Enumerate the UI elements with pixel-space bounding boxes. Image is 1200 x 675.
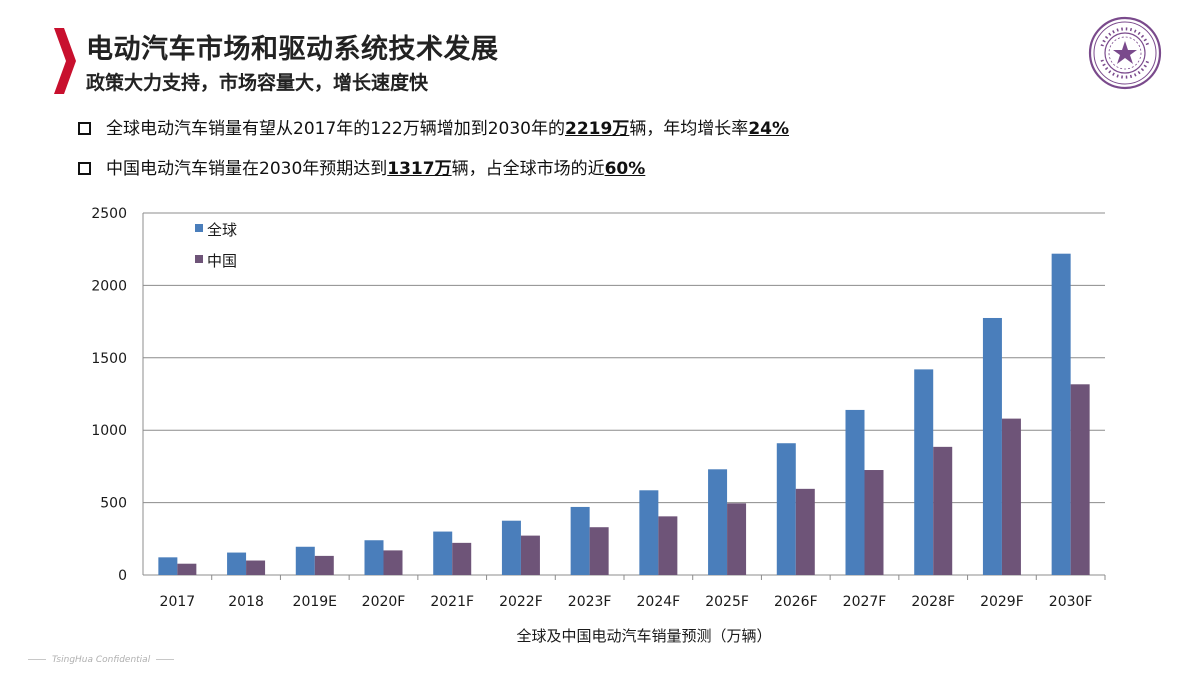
bar-global — [501, 520, 521, 575]
y-tick-label: 1000 — [91, 423, 127, 439]
x-axis-title: 全球及中国电动汽车销量预测（万辆） — [516, 627, 771, 645]
bullet-china-sales: 中国电动汽车销量在2030年预期达到1317万辆，占全球市场的近60% — [78, 154, 789, 194]
x-tick-label: 2017 — [160, 594, 196, 610]
footer-rule-left — [28, 659, 46, 660]
bar-global — [364, 540, 384, 575]
highlight-growth-rate: 24% — [748, 119, 790, 139]
bullet-global-sales: 全球电动汽车销量有望从2017年的122万辆增加到2030年的2219万辆，年均… — [78, 114, 789, 154]
bar-global — [845, 409, 865, 575]
bar-global — [1051, 253, 1071, 576]
bar-global — [158, 557, 178, 575]
bar-global — [570, 506, 590, 575]
x-tick-label: 2027F — [843, 594, 887, 610]
x-tick-label: 2022F — [499, 594, 543, 610]
bar-china — [452, 542, 472, 575]
x-tick-label: 2024F — [637, 594, 681, 610]
footer-rule-right — [156, 659, 175, 660]
y-tick-label: 500 — [100, 496, 127, 512]
highlight-china-sales: 1317万 — [387, 159, 452, 179]
bar-china — [1001, 418, 1021, 575]
bar-global — [776, 443, 796, 575]
bar-china — [314, 555, 334, 575]
bar-china — [246, 560, 266, 575]
x-tick-label: 2020F — [362, 594, 406, 610]
bar-global — [295, 546, 315, 575]
legend-label: 中国 — [207, 252, 237, 270]
bar-china — [1070, 384, 1090, 575]
footer: TsingHua Confidential — [22, 655, 180, 665]
bar-china — [727, 503, 747, 575]
bullet-text: 辆，年均增长率 — [629, 119, 749, 139]
university-seal-logo — [1088, 16, 1162, 90]
bullet-square-icon — [78, 122, 91, 135]
bar-china — [933, 446, 953, 575]
bar-china — [658, 516, 678, 575]
bar-china — [795, 488, 815, 575]
bar-china — [177, 563, 197, 575]
title-accent-chevron — [54, 28, 76, 94]
legend-label: 全球 — [207, 221, 237, 239]
footer-text: TsingHua Confidential — [52, 655, 151, 665]
page-title: 电动汽车市场和驱动系统技术发展 — [86, 34, 499, 65]
bar-global — [639, 490, 659, 575]
legend-swatch — [195, 224, 203, 232]
bar-global — [433, 531, 453, 575]
y-tick-label: 2000 — [91, 278, 127, 294]
x-tick-label: 2029F — [980, 594, 1024, 610]
y-tick-label: 0 — [118, 568, 127, 584]
x-tick-label: 2028F — [911, 594, 955, 610]
x-tick-label: 2018 — [228, 594, 264, 610]
bar-global — [914, 369, 934, 575]
bullet-list: 全球电动汽车销量有望从2017年的122万辆增加到2030年的2219万辆，年均… — [78, 114, 789, 194]
x-tick-label: 2019E — [293, 594, 337, 610]
x-tick-label: 2023F — [568, 594, 612, 610]
x-tick-label: 2026F — [774, 594, 818, 610]
legend-swatch — [195, 255, 203, 263]
highlight-china-share: 60% — [604, 159, 646, 179]
bar-global — [708, 469, 728, 575]
highlight-global-sales: 2219万 — [564, 119, 630, 139]
bullet-text: 全球电动汽车销量有望从2017年的122万辆增加到2030年的 — [106, 119, 565, 139]
bar-china — [864, 470, 884, 575]
x-tick-label: 2030F — [1049, 594, 1093, 610]
bullet-text: 中国电动汽车销量在2030年预期达到 — [106, 159, 388, 179]
ev-sales-bar-chart: 0 500 1000 1500 2000 2500 2017 2018 2019E 2020F 20… — [91, 206, 1106, 645]
bar-china — [589, 527, 609, 575]
x-tick-label: 2021F — [430, 594, 474, 610]
bar-global — [227, 552, 247, 575]
page-subtitle: 政策大力支持，市场容量大，增长速度快 — [86, 72, 429, 94]
x-tick-label: 2025F — [705, 594, 749, 610]
y-tick-label: 1500 — [91, 351, 127, 367]
bullet-text: 辆，占全球市场的近 — [451, 159, 605, 179]
bar-china — [520, 535, 540, 575]
bar-china — [383, 550, 403, 575]
bar-global — [982, 317, 1002, 575]
y-tick-label: 2500 — [91, 206, 127, 222]
bullet-square-icon — [78, 162, 91, 175]
